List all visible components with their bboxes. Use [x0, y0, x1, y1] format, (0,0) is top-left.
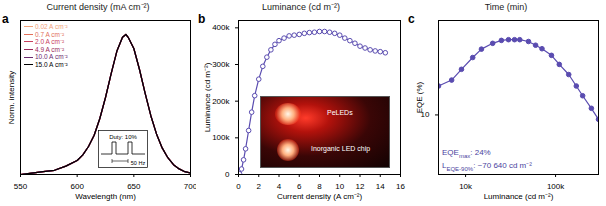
svg-text:550: 550: [14, 182, 28, 191]
svg-text:700: 700: [184, 182, 196, 191]
html-text:EQEmax: 24%: EQEmax: 24%: [442, 148, 491, 159]
svg-text:Current density (A cm⁻²): Current density (A cm⁻²): [277, 192, 363, 201]
html-text:0.02 A cm⁻²: 0.02 A cm⁻²: [35, 23, 68, 30]
svg-text:Luminance (cd m⁻²): Luminance (cd m⁻²): [203, 62, 212, 132]
svg-text:2: 2: [257, 182, 262, 191]
html-text:c: c: [408, 12, 415, 26]
svg-text:Wavelength (nm): Wavelength (nm): [75, 192, 136, 201]
html-text:Time (min): Time (min): [484, 2, 528, 12]
svg-text:600: 600: [70, 182, 84, 191]
svg-text:Luminance (cd m⁻²): Luminance (cd m⁻²): [484, 192, 554, 201]
html-text:0.7 A cm⁻²: 0.7 A cm⁻²: [35, 30, 65, 38]
html-text:4.9 A cm⁻²: 4.9 A cm⁻²: [35, 45, 65, 53]
svg-text:400k: 400k: [212, 23, 230, 32]
html-text:a: a: [2, 12, 9, 26]
html-text:PeLEDs: PeLEDs: [327, 109, 353, 116]
html-text:Current density (mA cm⁻²): Current density (mA cm⁻²): [46, 2, 150, 12]
svg-text:0: 0: [236, 182, 241, 191]
svg-text:200k: 200k: [212, 97, 230, 106]
svg-text:Duty: 10%: Duty: 10%: [109, 134, 137, 140]
svg-text:6: 6: [297, 182, 302, 191]
html-text:Luminance (cd m⁻²): Luminance (cd m⁻²): [262, 2, 340, 12]
svg-text:300k: 300k: [212, 60, 230, 69]
svg-text:10k: 10k: [459, 182, 473, 191]
html-text:LEQE-90%: ~70 640 cd m⁻²: LEQE-90%: ~70 640 cd m⁻²: [442, 160, 532, 172]
html-text:b: b: [198, 12, 206, 26]
svg-text:650: 650: [127, 182, 141, 191]
svg-text:100k: 100k: [547, 182, 565, 191]
svg-text:10: 10: [420, 110, 430, 120]
svg-text:EQE (%): EQE (%): [415, 81, 424, 113]
html-text:2.0 A cm⁻²: 2.0 A cm⁻²: [35, 38, 65, 46]
svg-text:0: 0: [225, 170, 230, 179]
html-text:15.0 A cm⁻²: 15.0 A cm⁻²: [35, 61, 68, 68]
svg-text:4: 4: [277, 182, 282, 191]
html-text:Inorganic LED chip: Inorganic LED chip: [311, 145, 371, 152]
svg-text:16: 16: [396, 182, 405, 191]
svg-text:10: 10: [335, 182, 344, 191]
html-text:10.0 A cm⁻²: 10.0 A cm⁻²: [35, 53, 68, 61]
svg-text:14: 14: [376, 182, 385, 191]
svg-text:100k: 100k: [212, 133, 230, 142]
svg-text:12: 12: [356, 182, 365, 191]
svg-text:Norm. intensity: Norm. intensity: [7, 71, 16, 124]
svg-text:50 Hz: 50 Hz: [131, 160, 146, 166]
svg-text:8: 8: [317, 182, 322, 191]
